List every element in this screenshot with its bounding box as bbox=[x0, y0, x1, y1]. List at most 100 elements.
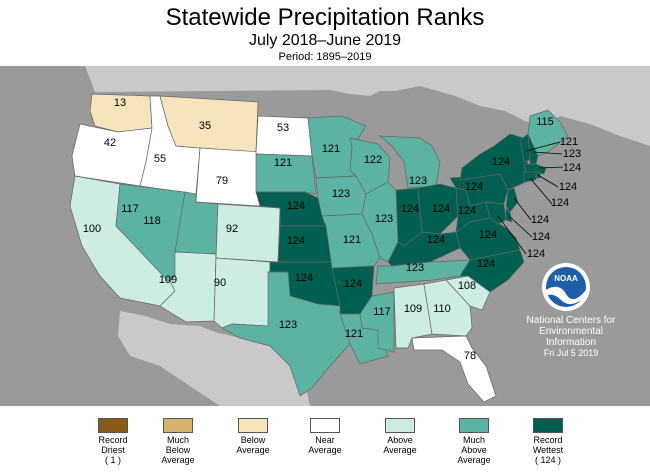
rank-label-tx: 123 bbox=[279, 319, 297, 331]
leader-line-nh bbox=[532, 151, 563, 155]
legend-label-line: Near bbox=[315, 435, 335, 445]
state-de bbox=[505, 207, 513, 223]
rank-label-mt: 35 bbox=[199, 120, 211, 132]
legend-item: Record Wettest( 124 ) bbox=[508, 418, 588, 465]
legend-label-line: Average bbox=[457, 455, 491, 465]
legend-label-line: Wettest bbox=[532, 445, 564, 455]
rank-label-ma: 124 bbox=[563, 162, 581, 174]
leader-line-ri bbox=[537, 174, 559, 188]
leader-line-ma bbox=[539, 166, 564, 169]
legend-label: Record Driest( 1 ) bbox=[73, 435, 153, 465]
legend-label-line: Average bbox=[383, 445, 417, 455]
rank-label-ia: 123 bbox=[332, 188, 350, 200]
rank-label-ny: 124 bbox=[492, 156, 510, 168]
noaa-logo-icon: NOAA bbox=[542, 263, 590, 311]
legend-swatch bbox=[459, 418, 489, 433]
legend-label-line: Above bbox=[387, 435, 413, 445]
legend-label: Above Average bbox=[360, 435, 440, 455]
credit-line-3: Information bbox=[545, 337, 597, 348]
state-ct bbox=[523, 171, 537, 183]
rank-label-tn: 123 bbox=[406, 262, 424, 274]
rank-label-de: 124 bbox=[532, 231, 550, 243]
rank-label-ms: 117 bbox=[373, 306, 391, 318]
rank-label-id: 55 bbox=[154, 153, 166, 165]
map-period: Period: 1895–2019 bbox=[278, 51, 372, 63]
legend-swatch bbox=[310, 418, 340, 433]
legend-label-line: Below bbox=[165, 445, 191, 455]
noaa-logo-text: NOAA bbox=[554, 274, 578, 283]
rank-label-wa: 13 bbox=[114, 97, 126, 109]
state-fl bbox=[411, 335, 497, 403]
rank-label-mi: 123 bbox=[409, 175, 427, 187]
rank-label-ct: 124 bbox=[551, 197, 569, 209]
legend-swatch bbox=[163, 418, 193, 433]
rank-label-vt: 121 bbox=[560, 136, 578, 148]
rank-label-va: 124 bbox=[479, 229, 497, 241]
canada-land bbox=[85, 66, 650, 146]
legend-item: Much Above Average bbox=[434, 418, 514, 465]
legend-label: Much Below Average bbox=[138, 435, 218, 465]
leader-line-de bbox=[508, 215, 533, 238]
legend-label-line: Record bbox=[533, 435, 563, 445]
map-subtitle: July 2018–June 2019 bbox=[248, 32, 402, 49]
leader-line-nj bbox=[513, 197, 532, 221]
legend-label-line: ( 124 ) bbox=[534, 455, 561, 465]
legend-label-line: Much bbox=[166, 435, 189, 445]
state-sc bbox=[445, 275, 491, 311]
rank-label-ut: 118 bbox=[143, 215, 161, 227]
rank-label-ok: 124 bbox=[295, 272, 313, 284]
legend-item: Near Average bbox=[285, 418, 365, 455]
rank-label-ky: 124 bbox=[427, 234, 445, 246]
rank-label-mn: 121 bbox=[322, 143, 340, 155]
mexico-land bbox=[118, 311, 310, 406]
state-or bbox=[71, 123, 153, 187]
legend-label: Record Wettest( 124 ) bbox=[508, 435, 588, 465]
rank-label-al: 109 bbox=[404, 303, 422, 315]
legend-swatch bbox=[98, 418, 128, 433]
legend-swatch bbox=[533, 418, 563, 433]
legend-label-line: Above bbox=[461, 445, 487, 455]
credit-line-2: Environmental bbox=[539, 326, 603, 337]
rank-label-oh: 124 bbox=[432, 203, 450, 215]
legend-item: Much Below Average bbox=[138, 418, 218, 465]
rank-label-ca: 100 bbox=[83, 223, 101, 235]
map-title: Statewide Precipitation Ranks bbox=[165, 4, 485, 31]
rank-label-sd: 121 bbox=[274, 157, 292, 169]
legend-label-line: Much bbox=[462, 435, 485, 445]
state-tx bbox=[221, 271, 351, 397]
legend-label-line: Driest bbox=[101, 445, 125, 455]
rank-label-ga: 110 bbox=[433, 303, 451, 315]
legend-label-line: Average bbox=[236, 445, 270, 455]
legend-label-line: Record bbox=[98, 435, 128, 445]
rank-label-nm: 90 bbox=[214, 277, 226, 289]
credit-date: Fri Jul 5 2019 bbox=[543, 348, 599, 358]
legend-label: Near Average bbox=[285, 435, 365, 455]
credit-block: National Centers for Environmental Infor… bbox=[516, 315, 626, 359]
rank-label-wy: 79 bbox=[216, 175, 228, 187]
rank-label-nc: 124 bbox=[477, 258, 495, 270]
legend-label-line: Below bbox=[240, 435, 266, 445]
rank-label-in: 124 bbox=[401, 203, 419, 215]
legend-label: Much Above Average bbox=[434, 435, 514, 465]
rank-label-nh: 123 bbox=[563, 148, 581, 160]
rank-label-co: 92 bbox=[226, 223, 238, 235]
rank-label-me: 115 bbox=[536, 116, 554, 128]
rank-label-mo: 121 bbox=[343, 234, 361, 246]
legend-item: Record Driest( 1 ) bbox=[73, 418, 153, 465]
rank-label-nd: 53 bbox=[277, 122, 289, 134]
rank-label-pa: 124 bbox=[465, 181, 483, 193]
state-nj bbox=[505, 187, 519, 213]
leader-line-ct bbox=[529, 177, 553, 205]
rank-label-md: 124 bbox=[527, 248, 545, 260]
rank-label-ks: 124 bbox=[287, 235, 305, 247]
state-wy bbox=[195, 147, 263, 207]
leader-line-vt bbox=[525, 141, 561, 152]
rank-label-ne: 124 bbox=[287, 200, 305, 212]
rank-label-ri: 124 bbox=[559, 181, 577, 193]
us-map: 1342100551173579118109929053121124124124… bbox=[69, 66, 650, 406]
rank-label-wi: 122 bbox=[364, 154, 382, 166]
state-nm bbox=[213, 257, 271, 329]
legend-item: Below Average bbox=[213, 418, 293, 455]
rank-label-sc: 108 bbox=[458, 280, 476, 292]
